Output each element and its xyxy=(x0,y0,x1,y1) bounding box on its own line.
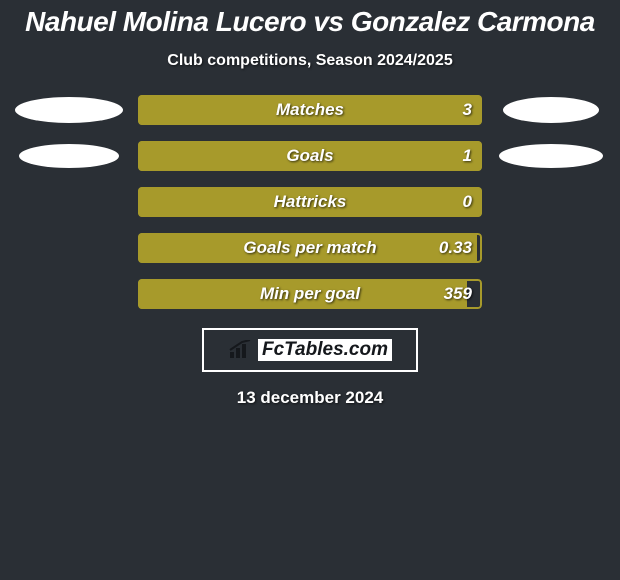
stat-bar: Matches3 xyxy=(138,95,482,125)
right-ellipse xyxy=(499,144,603,168)
stat-bar: Min per goal359 xyxy=(138,279,482,309)
right-ellipse xyxy=(503,97,599,123)
left-ellipse xyxy=(15,97,123,123)
stat-row: Goals per match0.33 xyxy=(0,232,620,264)
stat-label: Goals xyxy=(138,146,482,166)
stats-container: Matches3Goals1Hattricks0Goals per match0… xyxy=(0,94,620,310)
stat-label: Min per goal xyxy=(138,284,482,304)
subtitle: Club competitions, Season 2024/2025 xyxy=(0,52,620,70)
stat-row: Matches3 xyxy=(0,94,620,126)
stat-value: 3 xyxy=(463,100,472,120)
stat-row: Goals1 xyxy=(0,140,620,172)
page-title: Nahuel Molina Lucero vs Gonzalez Carmona xyxy=(0,0,620,38)
brand-text: FcTables.com xyxy=(258,339,392,361)
stat-label: Matches xyxy=(138,100,482,120)
brand-box: FcTables.com xyxy=(202,328,418,372)
stat-value: 1 xyxy=(463,146,472,166)
stat-bar: Goals per match0.33 xyxy=(138,233,482,263)
stat-value: 0.33 xyxy=(439,238,472,258)
stat-row: Hattricks0 xyxy=(0,186,620,218)
stat-label: Goals per match xyxy=(138,238,482,258)
date-text: 13 december 2024 xyxy=(0,388,620,408)
left-ellipse xyxy=(19,144,119,168)
stat-bar: Hattricks0 xyxy=(138,187,482,217)
bar-chart-icon xyxy=(228,340,254,360)
stat-row: Min per goal359 xyxy=(0,278,620,310)
stat-value: 359 xyxy=(444,284,472,304)
stat-label: Hattricks xyxy=(138,192,482,212)
stat-value: 0 xyxy=(463,192,472,212)
stat-bar: Goals1 xyxy=(138,141,482,171)
